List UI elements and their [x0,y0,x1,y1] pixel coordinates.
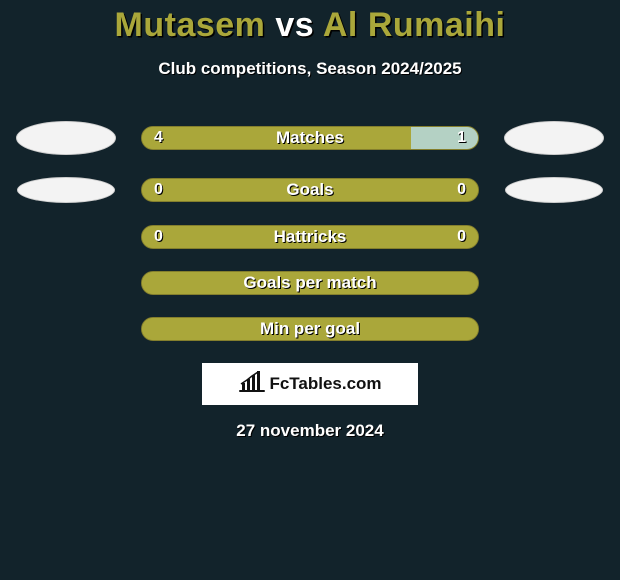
right-logo-slot [499,177,609,203]
bar-fill-left [142,318,310,340]
stat-row-hattricks: Hattricks00 [0,225,620,249]
no-logo-icon [505,177,603,203]
left-logo-slot [11,177,121,203]
bar-value-right: 1 [457,127,466,149]
page-title: Mutasem vs Al Rumaihi [115,6,506,45]
stat-row-gpm: Goals per match [0,271,620,295]
stat-rows: Matches41Goals00Hattricks00Goals per mat… [0,121,620,341]
stat-bar-matches: Matches41 [141,126,479,150]
title-vs: vs [275,6,314,44]
bar-fill-left [142,127,411,149]
bar-fill-left [142,226,310,248]
bar-value-left: 4 [154,127,163,149]
bar-fill-right [411,127,478,149]
stat-bar-goals: Goals00 [141,178,479,202]
stat-bar-mpg: Min per goal [141,317,479,341]
bar-value-right: 0 [457,226,466,248]
subtitle: Club competitions, Season 2024/2025 [158,59,461,79]
bar-fill-right [310,318,478,340]
bar-value-left: 0 [154,226,163,248]
attribution-box: FcTables.com [202,363,418,405]
title-player1: Mutasem [115,6,266,44]
bar-fill-right [310,226,478,248]
stat-bar-hattricks: Hattricks00 [141,225,479,249]
no-logo-icon [16,121,116,155]
stat-row-goals: Goals00 [0,177,620,203]
stat-row-mpg: Min per goal [0,317,620,341]
date: 27 november 2024 [236,421,383,441]
title-player2: Al Rumaihi [323,6,506,44]
bar-chart-icon [238,371,266,398]
bar-fill-left [142,272,310,294]
bar-fill-left [142,179,310,201]
right-logo-slot [499,121,609,155]
no-logo-icon [504,121,604,155]
bar-value-left: 0 [154,179,163,201]
stat-row-matches: Matches41 [0,121,620,155]
stat-bar-gpm: Goals per match [141,271,479,295]
attribution-text: FcTables.com [269,374,381,394]
bar-fill-right [310,272,478,294]
left-logo-slot [11,121,121,155]
bar-fill-right [310,179,478,201]
no-logo-icon [17,177,115,203]
bar-value-right: 0 [457,179,466,201]
